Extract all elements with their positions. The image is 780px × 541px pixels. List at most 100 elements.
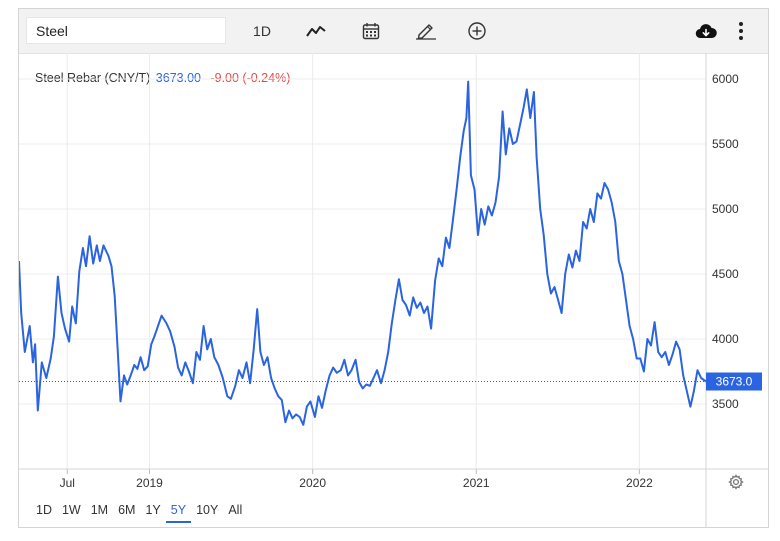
data-point [610,201,614,205]
line-chart-icon[interactable] [303,17,329,45]
price-line [19,80,707,426]
data-point [688,405,692,409]
data-point [324,389,328,393]
data-point [458,155,462,159]
data-point [357,380,361,384]
range-button-all[interactable]: All [228,503,243,517]
y-tick-label: 4500 [712,267,739,281]
data-point [70,305,74,309]
legend-price-change: -9.00 (-0.24%) [210,71,291,85]
data-point [592,220,596,224]
data-point [368,384,372,388]
y-tick-label: 4000 [712,332,739,346]
draw-pencil-icon[interactable] [413,17,439,45]
data-point [142,368,146,372]
data-point [464,116,468,120]
data-point [667,363,671,367]
interval-button[interactable]: 1D [253,23,271,39]
range-button-1m[interactable]: 1M [90,503,109,517]
data-point [556,298,560,302]
data-point [84,264,88,268]
data-point [294,412,298,416]
data-point [642,370,646,374]
data-point [426,305,430,309]
data-point [538,207,542,211]
price-chart[interactable]: 3500 4000 4500 5000 5500 6000 Jul 2019 2020 2021 2… [19,9,768,527]
range-button-6m[interactable]: 6M [118,503,136,517]
data-point [670,353,674,357]
data-point [135,367,139,371]
x-tick-label: Jul [60,476,75,490]
data-point [462,129,466,133]
data-point [139,355,143,359]
data-point [209,337,213,341]
data-point [225,394,229,398]
more-vertical-icon[interactable] [733,17,749,45]
data-point [19,259,21,263]
data-point [472,188,476,192]
data-point [122,373,126,377]
data-point [578,259,582,263]
data-point [696,368,700,372]
data-point [504,152,508,156]
data-point [379,381,383,385]
data-point [656,350,660,354]
data-point [692,389,696,393]
data-point [645,337,649,341]
symbol-search-input[interactable]: Steel [26,17,226,44]
data-point [390,321,394,325]
data-point [183,360,187,364]
data-point [52,334,56,338]
data-point [95,243,99,247]
range-button-5y[interactable]: 5Y [165,503,192,523]
data-point [542,233,546,237]
data-point [635,357,639,361]
data-point [328,373,332,377]
chart-toolbar: Steel 1D [19,9,768,54]
data-point [483,223,487,227]
data-point [233,384,237,388]
calendar-icon[interactable] [359,17,383,45]
data-point [552,285,556,289]
range-button-1w[interactable]: 1W [61,503,81,517]
settings-gear-icon[interactable] [727,473,745,491]
data-point [549,292,553,296]
y-tick-label: 6000 [712,72,739,86]
range-button-1y[interactable]: 1Y [145,503,161,517]
data-point [160,314,164,318]
data-point [493,201,497,205]
last-price-tag-label: 3673.0 [716,375,753,389]
data-point [132,363,136,367]
data-point [528,116,532,120]
add-compare-icon[interactable] [465,17,489,45]
data-point [67,340,71,344]
data-point [269,376,273,380]
data-point [418,301,422,305]
data-point [252,347,256,351]
data-point [532,90,536,94]
data-point [386,350,390,354]
data-point [617,259,621,263]
data-point [518,123,522,127]
data-point [507,126,511,130]
range-button-1d[interactable]: 1D [36,503,52,517]
data-point [408,314,412,318]
data-point [229,397,233,401]
data-point [101,243,105,247]
data-point [545,272,549,276]
data-point [91,262,95,266]
data-point [301,423,305,427]
data-point [466,80,470,84]
download-cloud-icon[interactable] [693,17,719,45]
data-point [216,363,220,367]
data-point [129,373,133,377]
range-button-10y[interactable]: 10Y [196,503,219,517]
data-point [283,420,287,424]
data-point [81,246,85,250]
data-point [447,246,451,250]
data-point [313,415,317,419]
data-point [291,416,295,420]
data-point [606,188,610,192]
data-point [23,350,27,354]
data-point [490,214,494,218]
